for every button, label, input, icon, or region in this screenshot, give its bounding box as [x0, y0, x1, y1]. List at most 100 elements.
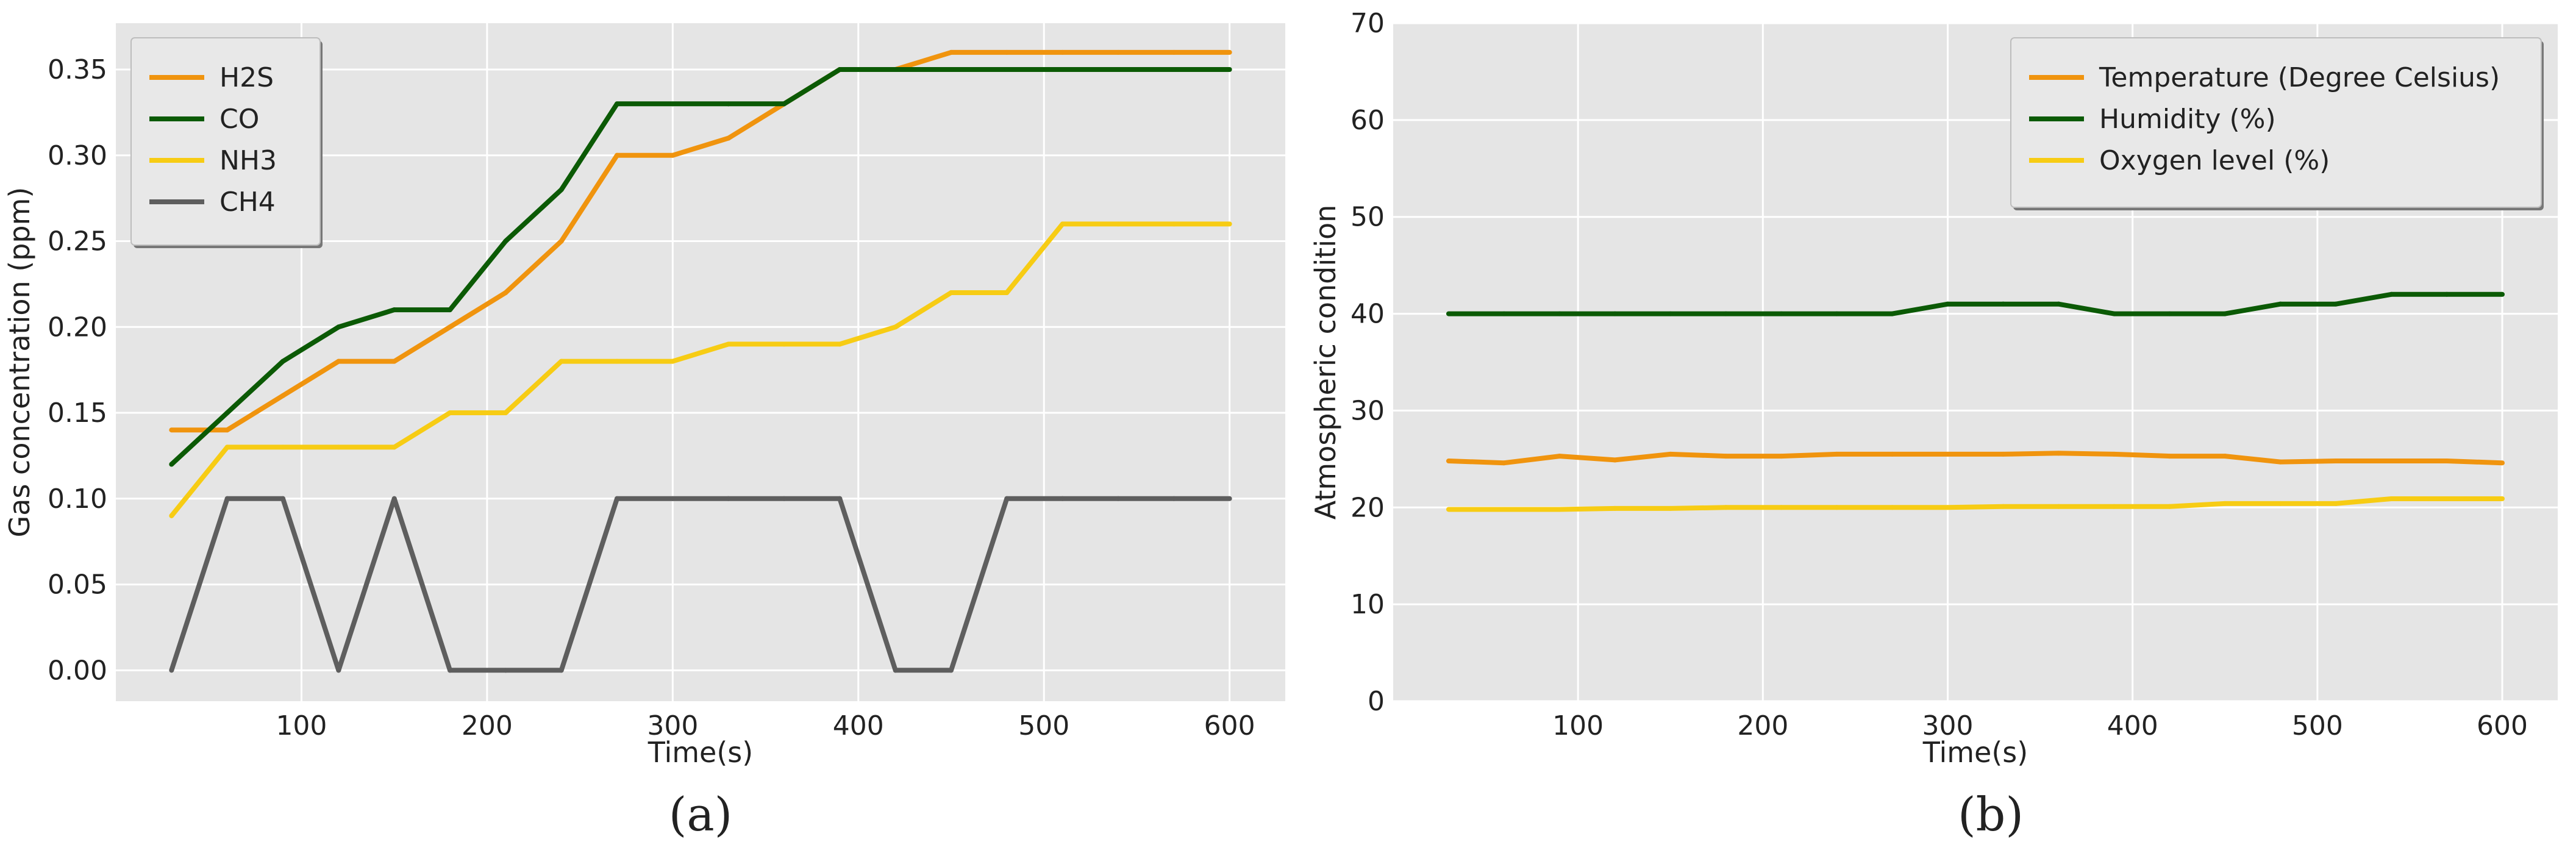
legend-label: H2S — [219, 62, 274, 93]
data-point — [1668, 505, 1673, 511]
y-tick-label: 0.05 — [48, 569, 107, 601]
series-line-temperature-degree-celsius- — [1448, 451, 2503, 466]
data-point — [391, 444, 397, 450]
legend-label: Humidity (%) — [2099, 104, 2276, 135]
data-point — [1557, 454, 1562, 459]
series-line-oxygen-level- — [1449, 496, 2502, 512]
data-point — [949, 49, 954, 55]
data-point — [949, 290, 954, 295]
data-point — [726, 341, 731, 347]
data-point — [503, 668, 508, 673]
data-point — [2000, 301, 2006, 307]
data-point — [169, 668, 174, 673]
chart-caption: (a) — [669, 787, 733, 841]
chart-b: 100 200 300 400 500 600 0 10 20 30 40 50 60 70 Time(s)… — [1309, 8, 2558, 841]
data-point — [558, 238, 564, 244]
data-point — [1116, 496, 1121, 501]
data-point — [1116, 67, 1121, 73]
data-point — [1834, 311, 1839, 316]
data-point — [1723, 311, 1729, 316]
legend-box — [2010, 37, 2542, 208]
data-point — [1004, 290, 1010, 295]
y-axis-label: Gas concentration (ppm) — [3, 187, 36, 538]
chart-caption: (b) — [1958, 787, 2024, 841]
data-point — [1227, 496, 1232, 501]
data-point — [2222, 454, 2228, 459]
legend-label: CH4 — [219, 187, 276, 218]
data-point — [2389, 496, 2394, 501]
data-point — [1060, 67, 1065, 73]
data-point — [391, 359, 397, 364]
data-point — [670, 152, 676, 158]
data-point — [224, 444, 230, 450]
data-point — [1834, 451, 1839, 457]
data-point — [2056, 301, 2061, 307]
data-point — [1446, 311, 1451, 316]
data-point — [837, 496, 843, 501]
data-point — [1060, 49, 1065, 55]
data-point — [1501, 311, 1507, 316]
y-tick-label: 60 — [1350, 105, 1385, 136]
data-point — [2333, 459, 2339, 464]
data-point — [2444, 496, 2450, 501]
series-line-ch4 — [169, 496, 1230, 673]
data-point — [2500, 291, 2505, 297]
data-point — [949, 668, 954, 673]
data-point — [1945, 301, 1950, 307]
y-tick-label: 10 — [1350, 589, 1385, 620]
data-point — [280, 444, 285, 450]
data-point — [1446, 507, 1451, 512]
legend-label: Temperature (Degree Celsius) — [2099, 62, 2500, 93]
data-point — [1557, 507, 1562, 512]
data-point — [782, 341, 787, 347]
data-point — [1227, 49, 1232, 55]
data-point — [2167, 454, 2172, 459]
x-tick-label: 100 — [1552, 710, 1604, 741]
data-point — [670, 101, 676, 107]
data-point — [615, 359, 619, 364]
data-point — [1116, 221, 1121, 227]
data-point — [837, 67, 843, 73]
data-point — [1227, 221, 1232, 227]
x-tick-label: 200 — [1737, 710, 1788, 741]
data-point — [726, 496, 731, 501]
data-point — [1834, 505, 1839, 510]
x-axis-label: Time(s) — [1922, 736, 2028, 769]
series-line-co — [169, 67, 1230, 466]
data-point — [1171, 496, 1177, 501]
data-point — [1668, 451, 1673, 457]
data-point — [1227, 67, 1232, 73]
data-point — [169, 462, 174, 467]
data-point — [1501, 460, 1507, 466]
data-point — [448, 307, 452, 313]
data-point — [1004, 496, 1010, 501]
data-point — [280, 359, 285, 364]
data-point — [336, 668, 341, 673]
data-point — [893, 324, 898, 330]
data-point — [2500, 496, 2505, 501]
x-tick-label: 400 — [833, 710, 884, 741]
data-point — [1889, 451, 1895, 457]
data-point — [503, 290, 508, 295]
data-point — [837, 341, 843, 347]
data-point — [336, 359, 341, 364]
data-point — [391, 307, 397, 313]
data-point — [448, 668, 452, 673]
data-point — [2056, 504, 2061, 509]
data-point — [558, 187, 564, 193]
data-point — [558, 668, 564, 673]
y-tick-label: 70 — [1350, 8, 1385, 39]
data-point — [224, 410, 230, 416]
data-point — [558, 359, 564, 364]
data-point — [1612, 457, 1618, 463]
data-point — [1779, 454, 1784, 459]
y-tick-label: 0.20 — [48, 312, 107, 343]
data-point — [1501, 507, 1507, 512]
data-point — [2278, 501, 2283, 506]
data-point — [893, 67, 898, 73]
data-point — [1945, 505, 1950, 510]
data-point — [1171, 67, 1177, 73]
data-point — [670, 496, 676, 501]
data-point — [1779, 505, 1784, 510]
